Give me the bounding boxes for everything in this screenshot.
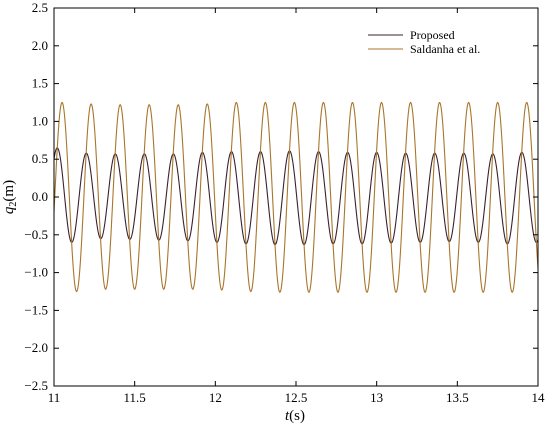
series-layer [53, 101, 539, 293]
y-tick-label: −1.5 [24, 302, 48, 317]
x-tick-label: 11.5 [124, 390, 146, 405]
y-tick-label: −2.5 [24, 378, 48, 393]
y-tick-label: −0.5 [24, 227, 48, 242]
y-axis-unit: (m) [1, 180, 17, 202]
y-axis-subscript: 2 [8, 202, 19, 207]
legend: Proposed Saldanha et al. [368, 28, 480, 56]
x-tick-label: 13 [370, 390, 383, 405]
plot-frame [53, 7, 539, 387]
y-tick-label: 2.5 [32, 0, 48, 15]
y-tick-label: −1.0 [24, 265, 48, 280]
y-tick-label: −2.0 [24, 340, 48, 355]
legend-label-proposed: Proposed [410, 28, 455, 42]
x-tick-label: 11 [48, 390, 61, 405]
x-axis-label: t(s) [285, 408, 305, 424]
series-line-proposed [53, 147, 539, 246]
y-tick-label: 1.0 [32, 113, 48, 128]
series-line-saldanha [53, 101, 539, 293]
y-tick-label: 0.0 [32, 189, 48, 204]
legend-label-saldanha: Saldanha et al. [410, 42, 480, 56]
y-tick-label: 0.5 [32, 151, 48, 166]
x-tick-label: 12 [209, 390, 222, 405]
ticks-layer: 11 11.5 12 12.5 13 13.5 14 −2.5 −2.0 −1.5 −1.0 −0.5… [24, 0, 545, 405]
x-tick-label: 13.5 [446, 390, 469, 405]
x-tick-label: 14 [532, 390, 546, 405]
y-axis-label: q2(m) [1, 180, 19, 214]
y-axis-variable: q [1, 206, 17, 214]
x-tick-label: 12.5 [285, 390, 308, 405]
x-axis-variable: t [285, 408, 290, 424]
y-tick-label: 1.5 [32, 76, 48, 91]
x-axis-unit: (s) [289, 408, 305, 424]
y-tick-label: 2.0 [32, 38, 48, 53]
